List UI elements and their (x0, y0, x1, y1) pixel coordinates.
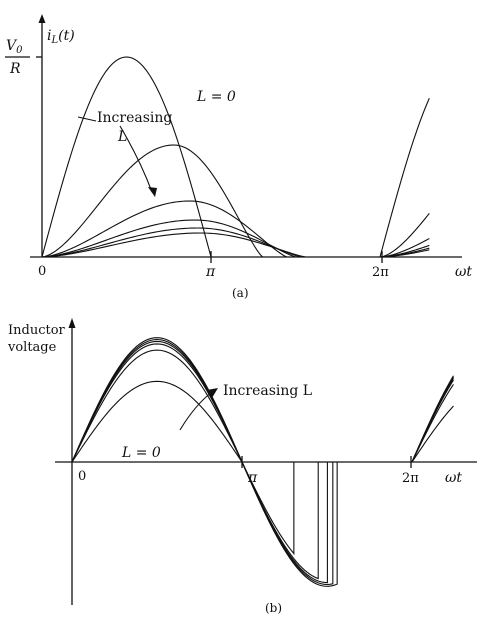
b-series-curve-2-cycle2 (411, 384, 454, 463)
a-increasing-L-label: L (117, 129, 127, 145)
b-tick-label-0: 0 (78, 469, 86, 484)
b-series-curve-1 (71, 380, 243, 463)
a-series-curve-2-cycle2 (379, 213, 430, 258)
a-curves (41, 56, 430, 258)
b-arrowhead-icon (207, 388, 218, 398)
b-curves (71, 337, 454, 587)
b-series-curve-2 (71, 349, 295, 556)
b-xlabel: ωt (445, 470, 462, 486)
panel-a: iL(t) V0 R L = 0 Increasing L 0 π 2π ωt … (5, 14, 472, 300)
b-increasing-arrow (179, 391, 213, 431)
a-increasing-arrow (119, 125, 153, 193)
a-series-curve-5 (41, 227, 302, 258)
a-ytick-numerator: V0 (6, 38, 23, 56)
b-caption: (b) (265, 601, 282, 615)
a-annotation-leader (77, 116, 97, 122)
b-increasing-label: Increasing L (223, 383, 312, 399)
a-series-curve-4 (41, 219, 297, 258)
a-series-curve-6-cycle2 (379, 249, 430, 258)
b-series-curve-4 (71, 340, 328, 584)
a-caption: (a) (232, 286, 249, 300)
b-series-curve-6 (71, 337, 338, 587)
a-ytick-denominator: R (9, 61, 21, 77)
b-series-curve-5 (71, 339, 334, 586)
a-series-curve-2 (41, 144, 263, 258)
b-ylabel-line2: voltage (7, 340, 57, 355)
a-xlabel: ωt (455, 264, 472, 280)
b-tick-label-2pi: 2π (402, 471, 419, 486)
a-increasing-label: Increasing (97, 110, 172, 126)
a-y-axis-arrow-icon (38, 14, 46, 23)
b-series-curve-1-cycle2 (411, 405, 454, 463)
a-tick-label-pi: π (205, 264, 216, 280)
b-tick-label-pi: π (247, 470, 258, 486)
b-curve-label-l0: L = 0 (121, 445, 161, 461)
a-series-curve-1-cycle2 (379, 98, 430, 258)
a-tick-label-0: 0 (38, 264, 46, 279)
a-ylabel: iL(t) (47, 28, 75, 46)
a-tick-label-2pi: 2π (372, 265, 389, 280)
b-ylabel-line1: Inductor (8, 323, 66, 338)
a-series-curve-3 (41, 200, 288, 258)
a-series-curve-1 (41, 56, 212, 258)
b-series-curve-3 (71, 343, 319, 580)
a-curve-label-l0: L = 0 (196, 89, 236, 105)
b-y-axis-arrow-icon (68, 318, 76, 328)
panel-b: Inductor voltage Increasing L L = 0 0 π … (7, 318, 477, 615)
a-arrowhead-icon (148, 187, 157, 197)
a-series-curve-6 (41, 232, 306, 258)
b-series-curve-6-cycle2 (411, 375, 454, 463)
